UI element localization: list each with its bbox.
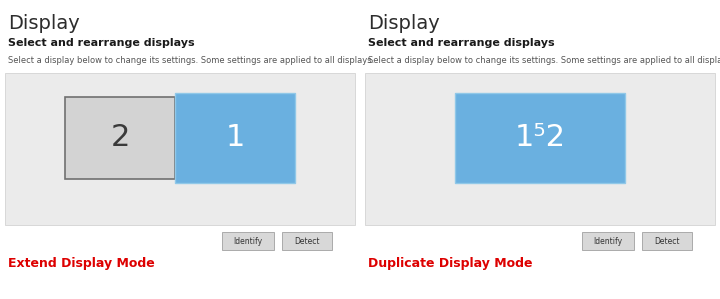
Bar (455, 93, 625, 183)
Bar (5, 73, 355, 225)
Bar (282, 232, 332, 250)
Text: Identify: Identify (593, 237, 623, 245)
Text: Select a display below to change its settings. Some settings are applied to all : Select a display below to change its set… (368, 56, 720, 65)
Bar (222, 232, 274, 250)
Text: Display: Display (8, 14, 80, 33)
Text: Detect: Detect (294, 237, 320, 245)
Text: 1⁵2: 1⁵2 (515, 123, 565, 152)
Text: Select a display below to change its settings. Some settings are applied to all : Select a display below to change its set… (8, 56, 374, 65)
Text: Duplicate Display Mode: Duplicate Display Mode (368, 257, 533, 270)
Text: Display: Display (368, 14, 440, 33)
Text: Identify: Identify (233, 237, 263, 245)
Text: 1: 1 (225, 123, 245, 152)
Text: Extend Display Mode: Extend Display Mode (8, 257, 155, 270)
Text: Select and rearrange displays: Select and rearrange displays (8, 38, 194, 48)
Bar (65, 97, 175, 179)
Text: 2: 2 (110, 123, 130, 152)
Text: Detect: Detect (654, 237, 680, 245)
Text: Select and rearrange displays: Select and rearrange displays (368, 38, 554, 48)
Bar (365, 73, 715, 225)
Bar (642, 232, 692, 250)
Bar (175, 93, 295, 183)
Bar (582, 232, 634, 250)
